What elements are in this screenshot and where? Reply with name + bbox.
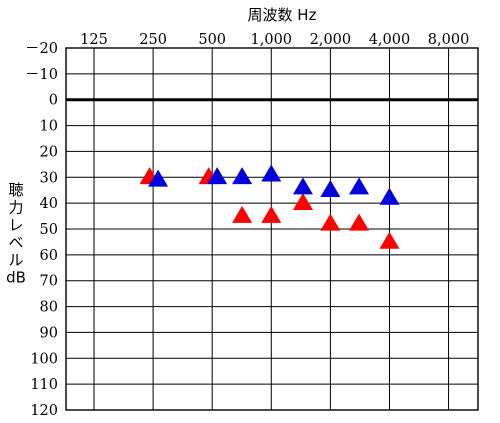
y-tick-label: 100 [30, 351, 58, 367]
x-tick-labels: 125 250 500 1,000 2,000 4,000 8,000 [80, 32, 469, 48]
y-tick-label: 10 [40, 119, 58, 135]
y-axis-label-char: ル [8, 251, 23, 269]
data-point-triangle-series-1 [232, 167, 253, 185]
x-tick-label: 2,000 [310, 32, 352, 48]
y-tick-label: 110 [30, 377, 58, 393]
y-axis-label-char: 力 [8, 199, 23, 217]
data-point-triangle-series-0 [292, 192, 313, 210]
y-tick-label: 70 [40, 274, 58, 290]
x-tick-label: 500 [198, 32, 226, 48]
x-tick-label: 125 [80, 32, 108, 48]
y-axis-label-char: ベ [8, 234, 23, 252]
y-axis-label-char: dB [6, 269, 26, 287]
data-point-triangle-series-1 [292, 177, 313, 195]
y-tick-label: 120 [30, 403, 58, 419]
y-tick-label: 80 [40, 300, 58, 316]
data-point-triangle-series-1 [207, 167, 228, 185]
plot-frame-layer [65, 47, 479, 411]
y-axis-label-char: レ [8, 216, 23, 234]
data-point-triangle-series-0 [261, 205, 282, 223]
y-tick-label: －20 [25, 41, 58, 57]
y-axis-label-char: 聴 [8, 181, 23, 199]
data-points [139, 164, 400, 249]
x-tick-label: 4,000 [369, 32, 411, 48]
data-point-triangle-series-0 [232, 205, 253, 223]
x-tick-label: 250 [139, 32, 167, 48]
data-point-triangle-series-1 [261, 164, 282, 182]
x-tick-label: 1,000 [251, 32, 293, 48]
chart-title: 周波数 Hz [248, 6, 317, 24]
y-tick-label: 0 [49, 93, 58, 109]
data-point-triangle-series-0 [349, 213, 370, 231]
y-tick-label: 40 [40, 196, 58, 212]
data-point-triangle-series-1 [148, 169, 169, 187]
y-tick-labels: －20 －10 0 10 20 30 40 50 60 70 80 90 100 110 120 [25, 41, 58, 419]
data-point-triangle-series-1 [379, 187, 400, 205]
y-tick-label: 20 [40, 144, 58, 160]
y-tick-label: 90 [40, 325, 58, 341]
data-point-triangle-series-0 [320, 213, 341, 231]
grid [66, 47, 478, 411]
y-tick-label: 30 [40, 170, 58, 186]
plot-frame [65, 47, 479, 411]
y-tick-label: 60 [40, 248, 58, 264]
y-tick-label: 50 [40, 222, 58, 238]
data-point-triangle-series-1 [349, 177, 370, 195]
data-point-triangle-series-0 [379, 231, 400, 249]
y-tick-label: －10 [25, 67, 58, 83]
data-point-triangle-series-1 [320, 180, 341, 198]
x-tick-label: 8,000 [428, 32, 470, 48]
